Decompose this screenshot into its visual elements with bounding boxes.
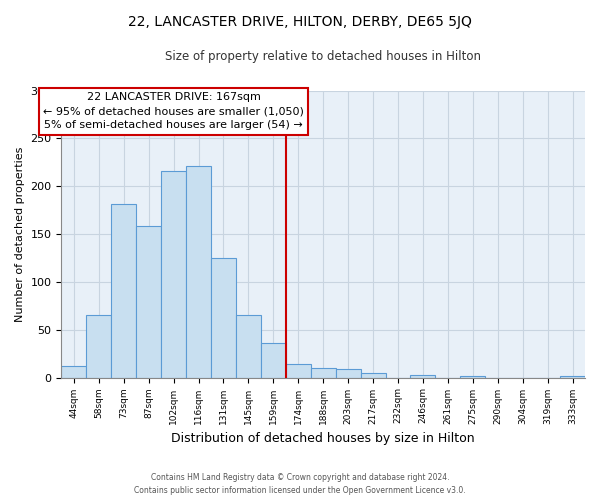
Bar <box>335 369 361 378</box>
Bar <box>286 364 311 378</box>
Bar <box>460 376 485 378</box>
Text: 22, LANCASTER DRIVE, HILTON, DERBY, DE65 5JQ: 22, LANCASTER DRIVE, HILTON, DERBY, DE65… <box>128 15 472 29</box>
Bar <box>261 343 286 378</box>
Bar <box>111 204 136 378</box>
Bar <box>136 226 161 378</box>
Bar <box>410 374 436 378</box>
Title: Size of property relative to detached houses in Hilton: Size of property relative to detached ho… <box>165 50 481 63</box>
Bar <box>61 366 86 378</box>
Y-axis label: Number of detached properties: Number of detached properties <box>15 146 25 322</box>
Bar <box>236 316 261 378</box>
Bar <box>211 258 236 378</box>
Text: 22 LANCASTER DRIVE: 167sqm
← 95% of detached houses are smaller (1,050)
5% of se: 22 LANCASTER DRIVE: 167sqm ← 95% of deta… <box>43 92 304 130</box>
Bar <box>161 171 186 378</box>
Bar <box>186 166 211 378</box>
X-axis label: Distribution of detached houses by size in Hilton: Distribution of detached houses by size … <box>172 432 475 445</box>
Bar <box>86 316 111 378</box>
Bar <box>311 368 335 378</box>
Bar <box>560 376 585 378</box>
Text: Contains HM Land Registry data © Crown copyright and database right 2024.
Contai: Contains HM Land Registry data © Crown c… <box>134 474 466 495</box>
Bar <box>361 373 386 378</box>
